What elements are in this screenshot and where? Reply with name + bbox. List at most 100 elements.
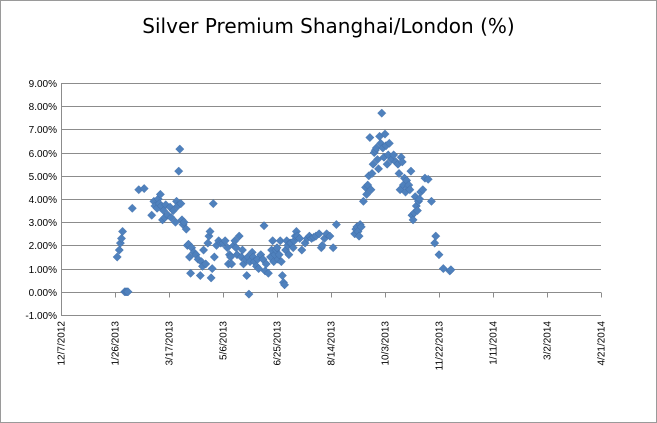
data-point <box>431 231 441 241</box>
data-point <box>406 166 416 176</box>
x-tick-label: 3/17/2013 <box>165 321 176 366</box>
data-point <box>244 289 254 299</box>
data-point <box>179 217 189 227</box>
data-point <box>147 210 157 220</box>
data-point <box>268 236 278 246</box>
data-point <box>377 108 387 118</box>
data-point <box>314 229 324 239</box>
data-point <box>206 273 216 283</box>
data-point <box>220 236 230 246</box>
y-tick-label: 9.00% <box>29 79 57 90</box>
data-point <box>168 206 178 216</box>
gridlines <box>61 83 601 316</box>
x-tick-label: 8/14/2013 <box>327 321 338 366</box>
y-tick-label: 0.00% <box>29 288 57 299</box>
data-point <box>426 196 436 206</box>
data-points <box>112 108 456 299</box>
data-point <box>127 203 137 213</box>
data-point <box>394 168 404 178</box>
data-point <box>288 243 298 253</box>
data-point <box>374 164 384 174</box>
x-tick-label: 1/26/2013 <box>111 321 122 366</box>
data-point <box>354 231 364 241</box>
x-tick-label: 6/25/2013 <box>273 321 284 366</box>
data-point <box>176 199 186 209</box>
data-point <box>195 271 205 281</box>
data-point <box>277 271 287 281</box>
data-point <box>201 259 211 269</box>
x-tick-label: 4/21/2014 <box>597 321 608 366</box>
data-point <box>280 280 290 290</box>
data-point <box>356 222 366 232</box>
data-point <box>259 221 269 231</box>
data-point <box>112 252 122 262</box>
data-point <box>208 199 218 209</box>
data-point <box>367 168 377 178</box>
data-point <box>155 189 165 199</box>
data-point <box>237 245 247 255</box>
data-point <box>174 166 184 176</box>
data-point <box>438 264 448 274</box>
y-tick-label: 8.00% <box>29 102 57 113</box>
data-point <box>263 268 273 278</box>
x-tick-label: 10/3/2013 <box>381 321 392 366</box>
data-point <box>389 150 399 160</box>
data-point <box>199 245 209 255</box>
data-point <box>166 213 176 223</box>
data-point <box>365 133 375 143</box>
data-point <box>205 226 215 236</box>
y-tick-label: 2.00% <box>29 241 57 252</box>
data-point <box>181 224 191 234</box>
data-point <box>362 189 372 199</box>
data-point <box>366 185 376 195</box>
data-point <box>368 159 378 169</box>
data-point <box>185 252 195 262</box>
data-point <box>317 240 327 250</box>
data-point <box>234 231 244 241</box>
y-tick-label: 7.00% <box>29 125 57 136</box>
data-point <box>372 155 382 165</box>
x-tick-label: 1/11/2014 <box>489 321 500 365</box>
data-point <box>254 264 264 274</box>
x-tick-label: 12/7/2012 <box>57 321 68 366</box>
y-tick-label: 5.00% <box>29 172 57 183</box>
data-point <box>274 250 284 260</box>
data-point <box>371 143 381 153</box>
data-point <box>207 264 217 274</box>
data-point <box>118 226 128 236</box>
data-point <box>175 144 185 154</box>
data-point <box>325 231 335 241</box>
data-point <box>123 287 133 297</box>
data-point <box>114 245 124 255</box>
data-point <box>272 243 282 253</box>
data-point <box>295 233 305 243</box>
x-tick-label: 5/6/2013 <box>219 321 230 360</box>
data-point <box>434 250 444 260</box>
y-axis-tick-labels: -1.00% 0.00% 1.00% 2.00% 3.00% 4.00% 5.00% 6.00… <box>25 79 57 322</box>
data-point <box>412 206 422 216</box>
data-point <box>222 243 232 253</box>
data-point <box>242 271 252 281</box>
data-point <box>186 268 196 278</box>
data-point <box>116 233 126 243</box>
x-tick-label: 3/2/2014 <box>543 321 554 360</box>
data-point <box>358 196 368 206</box>
x-tick-label: 11/22/2013 <box>435 321 446 371</box>
data-point <box>297 245 307 255</box>
data-point <box>384 138 394 148</box>
data-point <box>405 185 415 195</box>
y-tick-label: 3.00% <box>29 218 57 229</box>
data-point <box>382 159 392 169</box>
chart-title: Silver Premium Shanghai/London (%) <box>142 14 515 38</box>
data-point <box>261 259 271 269</box>
data-point <box>423 174 433 184</box>
data-point <box>170 217 180 227</box>
data-point <box>418 185 428 195</box>
data-point <box>209 252 219 262</box>
data-point <box>415 194 425 204</box>
data-point <box>408 215 418 225</box>
data-point <box>430 238 440 248</box>
data-point <box>328 243 338 253</box>
data-point <box>284 250 294 260</box>
